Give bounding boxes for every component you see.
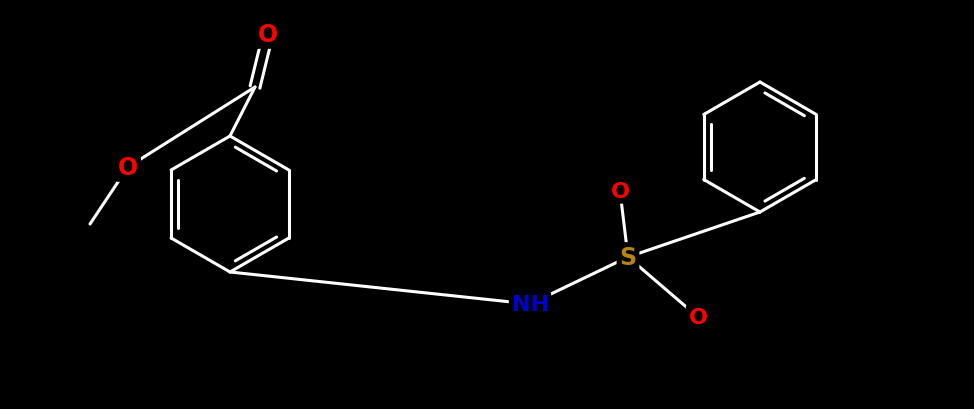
Text: O: O bbox=[611, 182, 629, 202]
Text: S: S bbox=[619, 245, 637, 270]
Text: O: O bbox=[258, 23, 278, 47]
Text: O: O bbox=[118, 155, 138, 180]
Text: NH: NH bbox=[511, 294, 548, 314]
Text: O: O bbox=[689, 307, 707, 327]
